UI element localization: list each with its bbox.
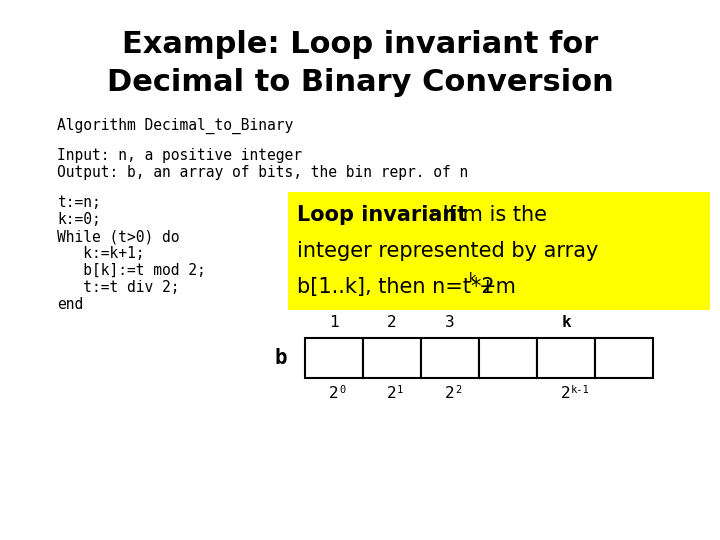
Text: k:=0;: k:=0; (57, 212, 101, 227)
Text: Output: b, an array of bits, the bin repr. of n: Output: b, an array of bits, the bin rep… (57, 165, 468, 180)
Text: k: k (469, 272, 477, 285)
Text: k-1: k-1 (571, 385, 590, 395)
Text: +m: +m (479, 277, 517, 297)
Bar (421, 338, 479, 378)
Text: t:=t div 2;: t:=t div 2; (57, 280, 179, 295)
Text: integer represented by array: integer represented by array (297, 241, 598, 261)
Text: Algorithm Decimal_to_Binary: Algorithm Decimal_to_Binary (57, 118, 293, 134)
Bar (288, 192, 710, 310)
Text: k:=k+1;: k:=k+1; (57, 246, 145, 261)
Text: b[1..k], then n=t*2: b[1..k], then n=t*2 (297, 277, 495, 297)
Text: : If m is the: : If m is the (429, 205, 547, 225)
Text: end: end (57, 297, 84, 312)
Bar (305, 338, 363, 378)
Text: t:=n;: t:=n; (57, 195, 101, 210)
Text: Loop invariant: Loop invariant (297, 205, 467, 225)
Text: 3: 3 (445, 315, 455, 330)
Text: 1: 1 (329, 315, 339, 330)
Text: 0: 0 (339, 385, 346, 395)
Text: Decimal to Binary Conversion: Decimal to Binary Conversion (107, 68, 613, 97)
Text: b[k]:=t mod 2;: b[k]:=t mod 2; (57, 263, 206, 278)
Text: b: b (274, 348, 287, 368)
Text: 2: 2 (329, 386, 338, 401)
Text: 2: 2 (445, 386, 454, 401)
Bar (595, 338, 653, 378)
Bar (363, 338, 421, 378)
Text: While (t>0) do: While (t>0) do (57, 229, 179, 244)
Text: Input: n, a positive integer: Input: n, a positive integer (57, 148, 302, 163)
Text: Example: Loop invariant for: Example: Loop invariant for (122, 30, 598, 59)
Text: 1: 1 (397, 385, 403, 395)
Text: 2: 2 (387, 315, 397, 330)
Bar (537, 338, 595, 378)
Text: 2: 2 (455, 385, 462, 395)
Bar (479, 338, 537, 378)
Text: k: k (561, 315, 571, 330)
Text: 2: 2 (561, 386, 571, 401)
Text: 2: 2 (387, 386, 397, 401)
